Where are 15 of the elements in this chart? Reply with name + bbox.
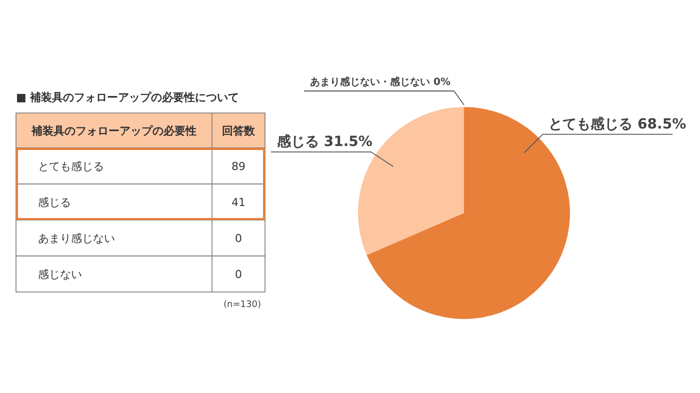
category-label: とても感じる	[38, 160, 104, 173]
data-label: 0	[235, 232, 242, 245]
category-label: あまり感じない	[38, 232, 115, 245]
slice-label: 感じる 31.5%	[276, 134, 372, 150]
category-label: 感じない	[38, 268, 82, 281]
category-label: あまり感じない・感じない 0%	[310, 77, 450, 88]
text: (n=130)	[224, 300, 261, 310]
text: 補装具のフォローアップの必要性	[30, 124, 196, 138]
data-label: 89	[232, 160, 246, 173]
text: 回答数	[222, 124, 256, 138]
text: ■ 補装具のフォローアップの必要性について	[16, 91, 240, 104]
slice-label: とても感じる 68.5%	[548, 116, 686, 132]
data-label: 0	[235, 268, 242, 281]
data-label: 41	[232, 196, 246, 209]
category-label: 感じる	[38, 196, 71, 209]
